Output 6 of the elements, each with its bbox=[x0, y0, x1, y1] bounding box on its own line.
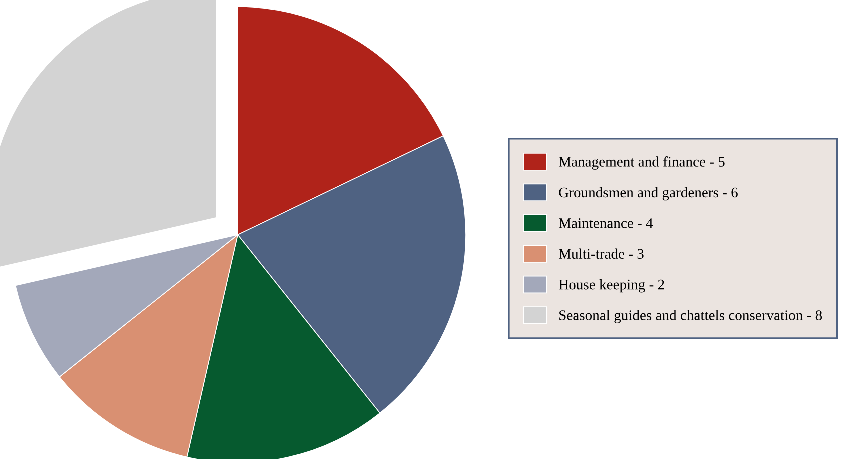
legend-label: Multi-trade - 3 bbox=[558, 248, 644, 260]
legend-label: House keeping - 2 bbox=[558, 279, 664, 293]
legend-label: Management and finance - 5 bbox=[558, 156, 725, 170]
legend-label: Seasonal guides and chattels conservation - 8 bbox=[560, 310, 822, 324]
legend-label: Maintenance - 4 bbox=[558, 218, 654, 228]
legend-label: Groundsmen and gardeners - 6 bbox=[559, 187, 738, 201]
